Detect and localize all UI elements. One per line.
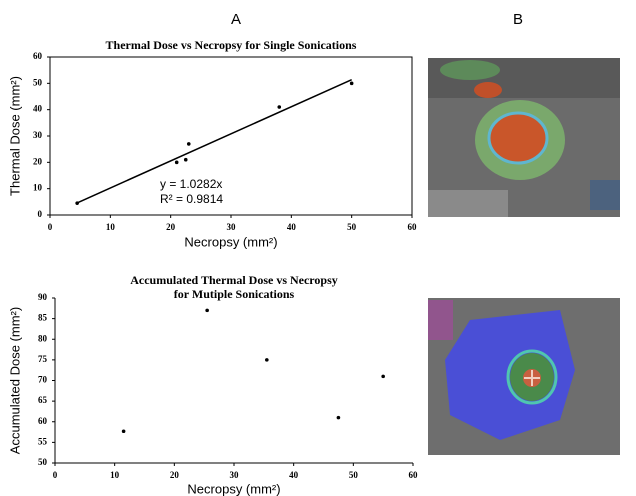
x-tick-label: 0 bbox=[48, 222, 53, 232]
y-tick-label: 90 bbox=[38, 292, 48, 302]
data-point bbox=[187, 142, 191, 146]
data-point bbox=[337, 416, 341, 420]
panel-label: B bbox=[513, 11, 523, 28]
mri-image-bottom bbox=[428, 298, 620, 455]
y-tick-label: 85 bbox=[38, 313, 48, 323]
image-region bbox=[590, 180, 620, 210]
data-point bbox=[265, 358, 269, 362]
data-point bbox=[381, 375, 385, 379]
x-tick-label: 60 bbox=[408, 222, 418, 232]
x-tick-label: 10 bbox=[106, 222, 116, 232]
y-tick-label: 65 bbox=[38, 395, 48, 405]
x-tick-label: 10 bbox=[110, 470, 120, 480]
data-point bbox=[277, 105, 281, 109]
y-tick-label: 70 bbox=[38, 375, 48, 385]
y-tick-label: 60 bbox=[38, 416, 48, 426]
image-region bbox=[474, 82, 502, 98]
y-tick-label: 75 bbox=[38, 354, 48, 364]
y-tick-label: 30 bbox=[33, 130, 43, 140]
y-tick-label: 80 bbox=[38, 333, 48, 343]
x-tick-label: 30 bbox=[227, 222, 237, 232]
data-point bbox=[175, 161, 179, 165]
x-tick-label: 50 bbox=[347, 222, 357, 232]
y-tick-label: 55 bbox=[38, 436, 48, 446]
y-axis-label: Thermal Dose (mm²) bbox=[7, 76, 22, 196]
annotation: y = 1.0282x bbox=[160, 177, 222, 191]
y-tick-label: 40 bbox=[33, 104, 43, 114]
y-tick-label: 60 bbox=[33, 51, 43, 61]
x-tick-label: 50 bbox=[349, 470, 359, 480]
y-tick-label: 0 bbox=[38, 209, 43, 219]
image-region bbox=[428, 300, 453, 340]
image-region bbox=[428, 190, 508, 217]
chart-title: for Mutiple Sonications bbox=[174, 287, 295, 301]
mri-image-top bbox=[428, 58, 620, 217]
y-tick-label: 50 bbox=[38, 457, 48, 467]
x-tick-label: 40 bbox=[287, 222, 297, 232]
x-axis-label: Necropsy (mm²) bbox=[184, 234, 277, 249]
x-tick-label: 0 bbox=[53, 470, 58, 480]
data-point bbox=[350, 82, 354, 86]
y-tick-label: 50 bbox=[33, 77, 43, 87]
x-tick-label: 60 bbox=[409, 470, 419, 480]
x-axis-label: Necropsy (mm²) bbox=[187, 481, 280, 496]
chart-title: Thermal Dose vs Necropsy for Single Soni… bbox=[106, 38, 357, 52]
data-point bbox=[75, 201, 79, 205]
y-tick-label: 10 bbox=[33, 183, 43, 193]
figure: A B Thermal Dose vs Necropsy for Single … bbox=[0, 0, 636, 496]
data-point bbox=[184, 158, 188, 162]
annotation: R² = 0.9814 bbox=[160, 192, 223, 206]
data-point bbox=[122, 429, 126, 433]
x-tick-label: 20 bbox=[170, 470, 180, 480]
y-axis-label: Accumulated Dose (mm²) bbox=[7, 307, 22, 454]
x-tick-label: 30 bbox=[230, 470, 240, 480]
image-region bbox=[440, 60, 500, 80]
chart-title: Accumulated Thermal Dose vs Necropsy bbox=[130, 273, 338, 287]
panel-label: A bbox=[231, 11, 241, 28]
data-point bbox=[205, 309, 209, 313]
x-tick-label: 20 bbox=[166, 222, 176, 232]
y-tick-label: 20 bbox=[33, 156, 43, 166]
x-tick-label: 40 bbox=[289, 470, 299, 480]
